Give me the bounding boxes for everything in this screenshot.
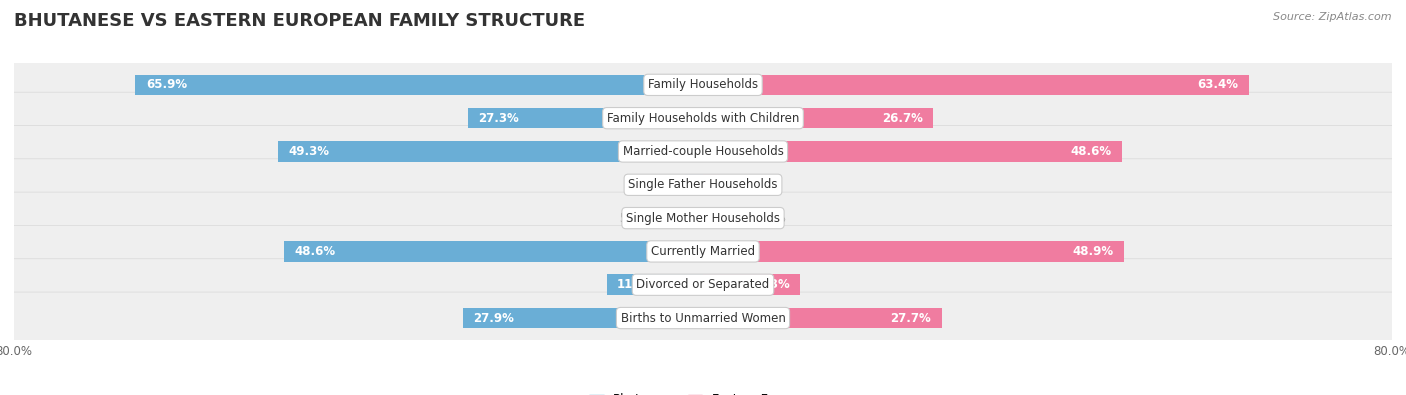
Text: 11.2%: 11.2%	[617, 278, 658, 291]
Text: Single Father Households: Single Father Households	[628, 178, 778, 191]
Bar	[658, 208, 703, 228]
FancyBboxPatch shape	[11, 159, 1395, 211]
Bar	[703, 208, 748, 228]
FancyBboxPatch shape	[11, 126, 1395, 177]
Text: Currently Married: Currently Married	[651, 245, 755, 258]
Text: Family Households with Children: Family Households with Children	[607, 112, 799, 125]
Text: Births to Unmarried Women: Births to Unmarried Women	[620, 312, 786, 325]
Text: 49.3%: 49.3%	[288, 145, 330, 158]
Text: Married-couple Households: Married-couple Households	[623, 145, 783, 158]
Text: Single Mother Households: Single Mother Households	[626, 212, 780, 225]
Text: Source: ZipAtlas.com: Source: ZipAtlas.com	[1274, 12, 1392, 22]
Text: Divorced or Separated: Divorced or Separated	[637, 278, 769, 291]
FancyBboxPatch shape	[11, 259, 1395, 311]
Bar	[135, 75, 703, 95]
Bar	[703, 241, 1125, 262]
Text: Family Households: Family Households	[648, 78, 758, 91]
Bar	[703, 275, 800, 295]
Text: 5.2%: 5.2%	[756, 212, 786, 225]
Legend: Bhutanese, Eastern European: Bhutanese, Eastern European	[585, 389, 821, 395]
Bar	[284, 241, 703, 262]
Bar	[278, 141, 703, 162]
Text: 2.0%: 2.0%	[728, 178, 759, 191]
FancyBboxPatch shape	[11, 92, 1395, 144]
Bar	[703, 141, 1122, 162]
Text: 48.9%: 48.9%	[1073, 245, 1114, 258]
Text: 27.3%: 27.3%	[478, 112, 519, 125]
FancyBboxPatch shape	[11, 226, 1395, 277]
Text: BHUTANESE VS EASTERN EUROPEAN FAMILY STRUCTURE: BHUTANESE VS EASTERN EUROPEAN FAMILY STR…	[14, 12, 585, 30]
Bar	[703, 175, 720, 195]
Text: 65.9%: 65.9%	[146, 78, 187, 91]
Text: 2.1%: 2.1%	[647, 178, 676, 191]
Bar	[703, 308, 942, 328]
Text: 26.7%: 26.7%	[882, 112, 922, 125]
Text: 48.6%: 48.6%	[1070, 145, 1111, 158]
FancyBboxPatch shape	[11, 292, 1395, 344]
Bar	[703, 108, 934, 128]
Bar	[685, 175, 703, 195]
Bar	[468, 108, 703, 128]
Bar	[703, 75, 1249, 95]
FancyBboxPatch shape	[11, 59, 1395, 111]
Text: 27.7%: 27.7%	[890, 312, 931, 325]
Text: 5.3%: 5.3%	[619, 212, 648, 225]
Text: 11.3%: 11.3%	[749, 278, 790, 291]
Bar	[606, 275, 703, 295]
Text: 63.4%: 63.4%	[1198, 78, 1239, 91]
Bar	[463, 308, 703, 328]
Text: 48.6%: 48.6%	[295, 245, 336, 258]
Text: 27.9%: 27.9%	[472, 312, 515, 325]
FancyBboxPatch shape	[11, 192, 1395, 244]
